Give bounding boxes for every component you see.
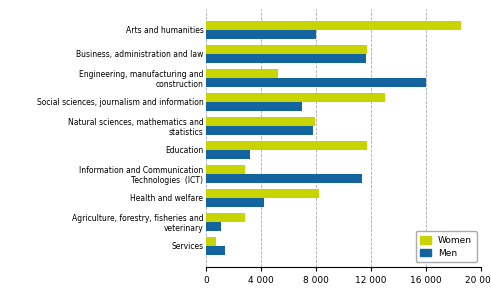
Bar xyxy=(206,150,250,159)
Bar xyxy=(206,45,367,54)
Bar xyxy=(206,246,225,255)
Bar xyxy=(206,30,316,39)
Bar xyxy=(206,222,221,231)
Bar xyxy=(206,165,245,174)
Bar xyxy=(206,189,319,198)
Bar xyxy=(206,21,461,30)
Bar xyxy=(206,69,278,78)
Legend: Women, Men: Women, Men xyxy=(415,231,477,262)
Bar xyxy=(206,93,385,102)
Bar xyxy=(206,213,245,222)
Bar xyxy=(206,237,216,246)
Bar xyxy=(206,54,366,63)
Bar xyxy=(206,126,313,135)
Bar xyxy=(206,141,367,150)
Bar xyxy=(206,117,315,126)
Bar xyxy=(206,102,302,111)
Bar xyxy=(206,174,361,183)
Bar xyxy=(206,78,426,87)
Bar xyxy=(206,198,264,207)
